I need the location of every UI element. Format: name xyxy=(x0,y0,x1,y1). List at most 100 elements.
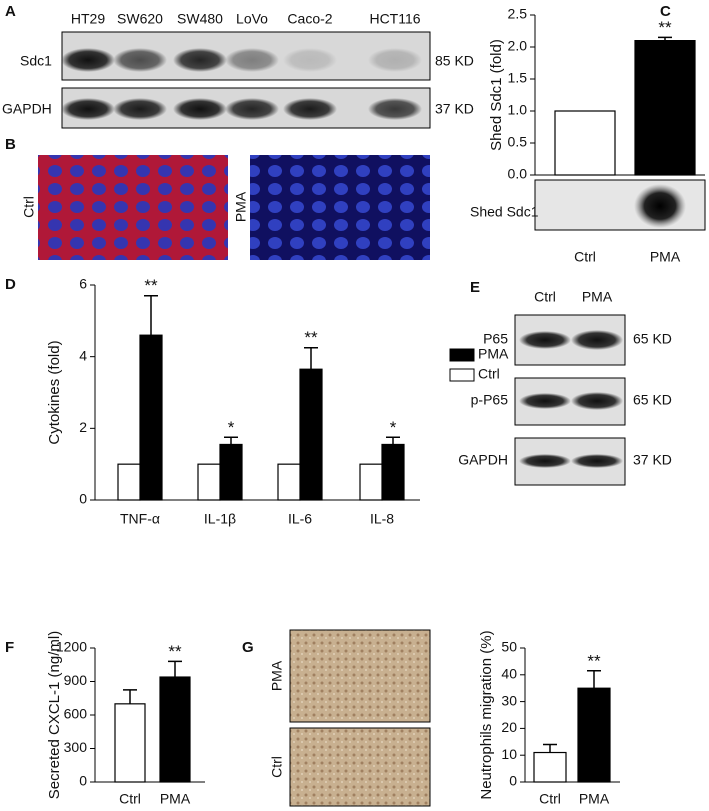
label: Sdc1 xyxy=(20,53,52,69)
y-tick-label: 0 xyxy=(79,773,87,789)
band xyxy=(225,98,279,120)
y-axis-label: Secreted CXCL-1 (ng/ml) xyxy=(46,631,63,799)
y-tick-label: 1200 xyxy=(56,639,87,655)
significance: ** xyxy=(168,642,182,661)
band xyxy=(113,98,167,120)
label: HCT116 xyxy=(369,11,420,27)
bar xyxy=(299,368,323,501)
y-axis-label: Cytokines (fold) xyxy=(46,340,63,444)
label: 65 KD xyxy=(633,392,672,408)
x-tick-label: PMA xyxy=(650,249,681,265)
y-tick-label: 2 xyxy=(79,419,87,435)
y-tick-label: 600 xyxy=(64,706,88,722)
label: SW620 xyxy=(117,11,163,27)
band xyxy=(571,330,623,350)
x-tick-label: IL-1β xyxy=(204,511,236,527)
label: Shed Sdc1 xyxy=(470,204,539,220)
significance: ** xyxy=(587,651,601,670)
significance: ** xyxy=(144,276,158,295)
label: HT29 xyxy=(71,11,105,27)
label: G xyxy=(242,639,254,656)
x-tick-label: TNF-α xyxy=(120,511,160,527)
y-tick-label: 2.5 xyxy=(508,6,528,22)
bar xyxy=(139,334,163,501)
label: 85 KD xyxy=(435,53,474,69)
error-bar xyxy=(168,660,182,678)
label: C xyxy=(660,3,671,20)
error-bar xyxy=(123,689,137,704)
bar xyxy=(359,463,383,501)
bar xyxy=(197,463,221,501)
error-bar xyxy=(658,36,672,41)
y-tick-label: 30 xyxy=(501,692,517,708)
band xyxy=(113,48,167,72)
band xyxy=(368,48,422,72)
band xyxy=(61,48,115,72)
y-tick-label: 0 xyxy=(509,773,517,789)
bar xyxy=(634,39,696,176)
band xyxy=(61,98,115,120)
band xyxy=(368,98,422,120)
label: B xyxy=(5,136,16,153)
label: D xyxy=(5,276,16,293)
x-tick-label: PMA xyxy=(579,791,610,807)
x-tick-label: Ctrl xyxy=(539,791,561,807)
x-tick-label: IL-8 xyxy=(370,511,394,527)
micrograph xyxy=(289,629,431,723)
label: A xyxy=(5,3,16,20)
label: LoVo xyxy=(236,11,268,27)
legend-label: Ctrl xyxy=(478,366,500,382)
label: F xyxy=(5,639,14,656)
legend-label: PMA xyxy=(478,346,509,362)
label: Ctrl xyxy=(534,289,556,305)
x-tick-label: PMA xyxy=(160,791,191,807)
y-tick-label: 900 xyxy=(64,672,88,688)
label: p-P65 xyxy=(471,392,509,408)
band xyxy=(519,454,571,468)
error-bar xyxy=(543,743,557,753)
micrograph xyxy=(250,155,430,260)
y-tick-label: 10 xyxy=(501,746,517,762)
label: Ctrl xyxy=(269,756,285,778)
band xyxy=(225,48,279,72)
significance: * xyxy=(228,418,235,437)
bar xyxy=(114,703,146,783)
x-tick-label: Ctrl xyxy=(119,791,141,807)
micrograph xyxy=(38,155,228,260)
legend-swatch xyxy=(449,368,475,382)
bar xyxy=(381,443,405,501)
bar xyxy=(277,463,301,501)
bar xyxy=(117,463,141,501)
error-bar xyxy=(587,670,601,689)
band xyxy=(571,454,623,468)
panel-images xyxy=(38,31,706,807)
label: SW480 xyxy=(177,11,223,27)
label: Caco-2 xyxy=(287,11,332,27)
significance: ** xyxy=(658,18,672,37)
bar xyxy=(159,676,191,783)
y-tick-label: 50 xyxy=(501,639,517,655)
error-bar xyxy=(144,295,158,336)
y-tick-label: 6 xyxy=(79,276,87,292)
band xyxy=(173,98,227,120)
y-axis-label: Neutrophils migration (%) xyxy=(478,630,495,799)
dot xyxy=(634,184,686,228)
band xyxy=(173,48,227,72)
band xyxy=(283,98,337,120)
y-tick-label: 0.5 xyxy=(508,134,528,150)
y-tick-label: 0.0 xyxy=(508,166,528,182)
band xyxy=(571,392,623,410)
y-tick-label: 4 xyxy=(79,347,87,363)
label: P65 xyxy=(483,331,508,347)
label: GAPDH xyxy=(2,101,52,117)
legend-swatch xyxy=(449,348,475,362)
x-tick-label: IL-6 xyxy=(288,511,312,527)
y-tick-label: 2.0 xyxy=(508,38,528,54)
error-bar xyxy=(304,346,318,370)
label: E xyxy=(470,279,480,296)
y-axis-label: Shed Sdc1 (fold) xyxy=(488,39,505,151)
label: 37 KD xyxy=(633,452,672,468)
label: GAPDH xyxy=(458,452,508,468)
y-tick-label: 1.5 xyxy=(508,70,528,86)
